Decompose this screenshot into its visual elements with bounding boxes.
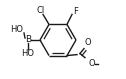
Text: B: B: [25, 35, 31, 44]
Text: HO: HO: [22, 50, 35, 59]
Text: O: O: [85, 38, 91, 47]
Text: F: F: [74, 7, 78, 16]
Text: Cl: Cl: [37, 6, 45, 15]
Text: O: O: [89, 59, 95, 68]
Text: HO: HO: [10, 24, 24, 33]
